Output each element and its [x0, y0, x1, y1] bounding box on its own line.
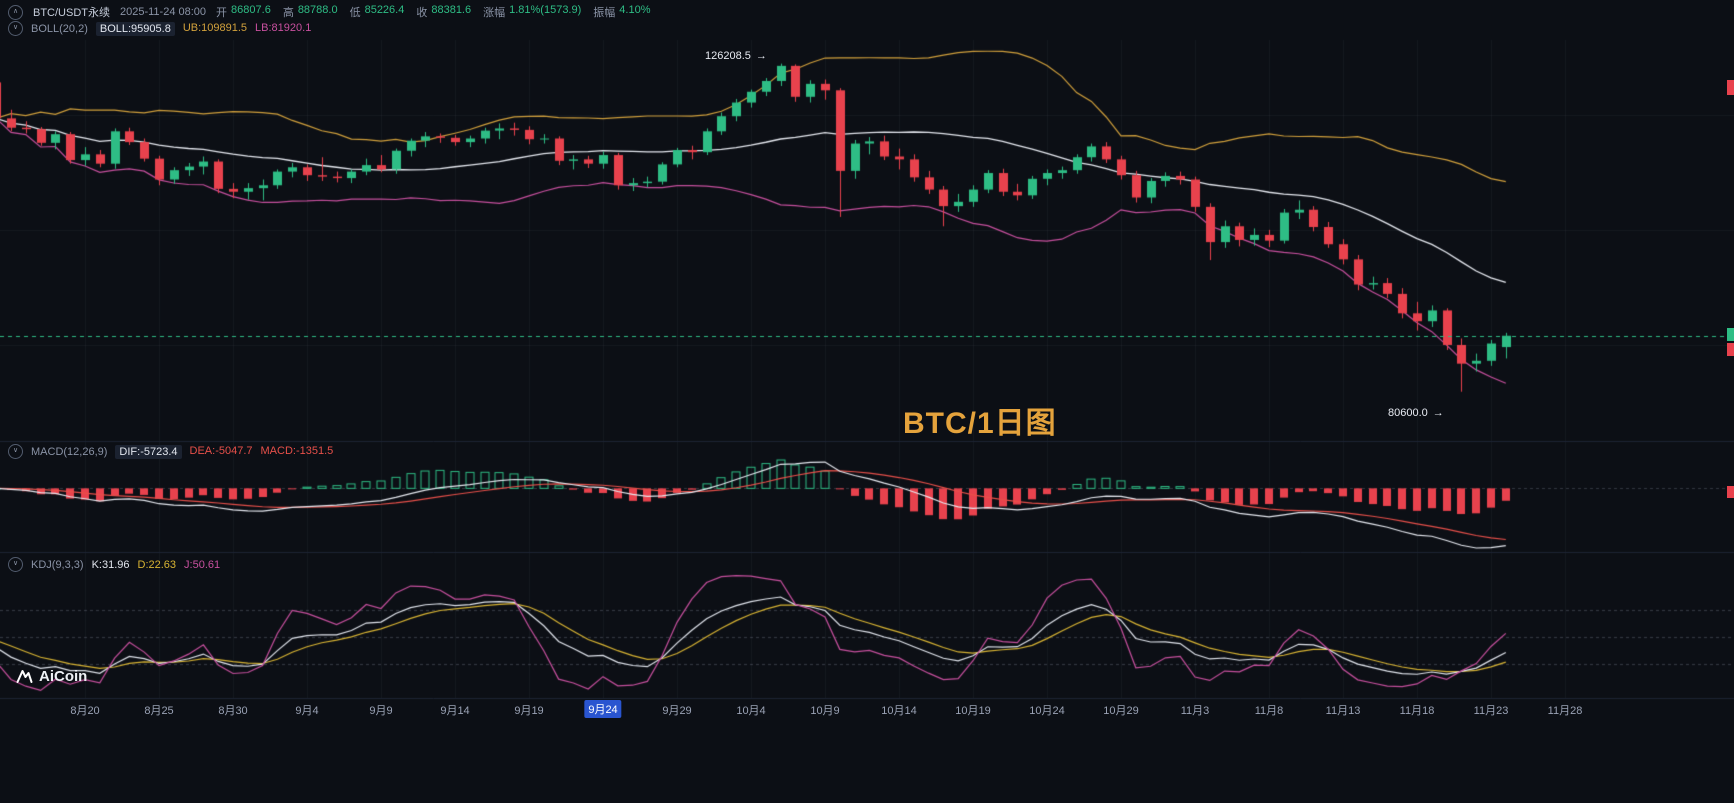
x-axis-label[interactable]: 10月19 — [955, 705, 991, 717]
x-axis-label[interactable]: 9月19 — [514, 705, 544, 717]
boll-values: BOLL:95905.8 UB:109891.5 LB:81920.1 — [95, 21, 312, 36]
indicator-value: MACD:-1351.5 — [260, 444, 334, 457]
macd-label-fragment — [1727, 486, 1734, 498]
high-price-annotation: 126208.5 → — [705, 50, 767, 62]
x-axis-label[interactable]: 8月25 — [144, 705, 174, 717]
chart-watermark: BTC/1日图 — [903, 407, 1057, 440]
indicator-value: DIF:-5723.4 — [115, 444, 182, 459]
x-axis-label[interactable]: 10月29 — [1103, 705, 1139, 717]
x-axis-label[interactable]: 11月8 — [1254, 705, 1284, 717]
indicator-value: UB:109891.5 — [182, 21, 248, 34]
ohlc-field: 振幅 4.10% — [593, 4, 651, 19]
indicator-value: K:31.96 — [91, 558, 130, 571]
x-axis-label[interactable]: 8月20 — [70, 705, 100, 717]
ohlc-field: 收 88381.6 — [416, 4, 472, 19]
boll-name[interactable]: BOLL(20,2) — [31, 22, 88, 35]
x-axis-label[interactable]: 8月30 — [218, 705, 248, 717]
current-price-label-fragment — [1727, 328, 1734, 341]
price-label-fragment — [1727, 343, 1734, 356]
arrow-right-icon: → — [755, 50, 767, 62]
indicator-value: LB:81920.1 — [255, 21, 312, 34]
kdj-values: K:31.96 D:22.63 J:50.61 — [92, 559, 221, 571]
x-axis-label[interactable]: 11月28 — [1547, 705, 1583, 717]
x-axis-label[interactable]: 10月4 — [736, 705, 766, 717]
chevron-down-icon[interactable]: ∨ — [8, 557, 23, 572]
x-axis-label[interactable]: 10月24 — [1029, 705, 1065, 717]
chevron-down-icon[interactable]: ∨ — [8, 21, 23, 36]
x-axis-label[interactable]: 11月3 — [1180, 705, 1210, 717]
price-label-fragment — [1727, 80, 1734, 95]
aicoin-logo-icon — [16, 669, 33, 683]
kdj-indicator-row: ∨ KDJ(9,3,3) K:31.96 D:22.63 J:50.61 — [8, 557, 220, 572]
x-axis-label[interactable]: 11月23 — [1473, 705, 1509, 717]
ohlc-field: 高 88788.0 — [282, 4, 338, 19]
symbol-label: BTC/USDT永续 — [33, 7, 110, 19]
indicator-value: J:50.61 — [184, 558, 221, 571]
x-axis-label[interactable]: 9月24 — [584, 700, 622, 718]
x-axis-label[interactable]: 9月4 — [295, 705, 319, 717]
low-price-annotation: 80600.0 → — [1388, 407, 1444, 419]
datetime-label: 2025-11-24 08:00 — [120, 6, 207, 18]
macd-name[interactable]: MACD(12,26,9) — [31, 445, 108, 458]
macd-indicator-row: ∨ MACD(12,26,9) DIF:-5723.4 DEA:-5047.7 MA… — [8, 444, 333, 459]
high-price-value: 126208.5 — [705, 50, 751, 62]
x-axis-label[interactable]: 9月14 — [440, 705, 470, 717]
macd-values: DIF:-5723.4 DEA:-5047.7 MACD:-1351.5 — [115, 444, 334, 459]
collapse-chevron-icon[interactable]: ∧ — [8, 4, 23, 20]
indicator-value: BOLL:95905.8 — [95, 21, 175, 36]
x-axis-label[interactable]: 11月13 — [1325, 705, 1361, 717]
chevron-down-icon[interactable]: ∨ — [8, 444, 23, 459]
kdj-name[interactable]: KDJ(9,3,3) — [31, 558, 84, 571]
x-axis-label[interactable]: 9月9 — [369, 705, 393, 717]
ohlc-fields: 开 86807.6 高 88788.0 低 85226.4 收 88381.6 涨幅 1.81%(… — [216, 4, 650, 20]
x-axis-label[interactable]: 9月29 — [662, 705, 692, 717]
ohlc-field: 开 86807.6 — [216, 4, 271, 19]
ohlc-header: ∧ BTC/USDT永续 2025-11-24 08:00 开 86807.6 高 8… — [8, 4, 650, 20]
x-axis-label[interactable]: 10月9 — [810, 705, 840, 717]
ohlc-field: 涨幅 1.81%(1573.9) — [483, 4, 582, 19]
aicoin-logo-text: AiCoin — [39, 668, 88, 685]
arrow-right-icon: → — [1432, 407, 1444, 419]
ohlc-field: 低 85226.4 — [349, 4, 405, 19]
x-axis-label[interactable]: 11月18 — [1399, 705, 1435, 717]
aicoin-logo: AiCoin — [16, 668, 87, 685]
x-axis-label[interactable]: 10月14 — [881, 705, 917, 717]
indicator-value: DEA:-5047.7 — [189, 444, 253, 457]
indicator-value: D:22.63 — [137, 558, 177, 571]
boll-indicator-row: ∨ BOLL(20,2) BOLL:95905.8 UB:109891.5 LB:8… — [8, 21, 311, 36]
low-price-value: 80600.0 — [1388, 407, 1428, 419]
